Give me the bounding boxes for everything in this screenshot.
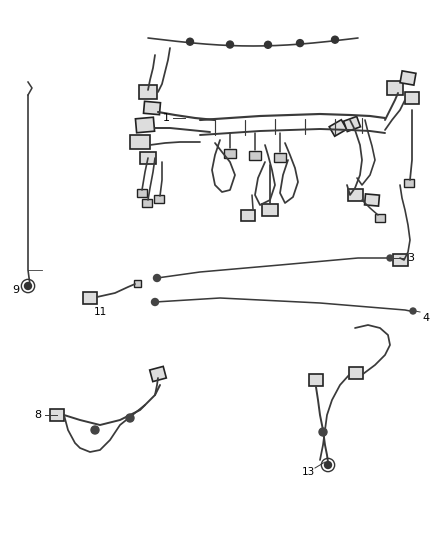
FancyBboxPatch shape — [241, 209, 255, 221]
FancyBboxPatch shape — [329, 120, 347, 136]
Bar — [137, 189, 147, 197]
Bar — [142, 199, 152, 207]
FancyBboxPatch shape — [140, 152, 156, 164]
FancyBboxPatch shape — [144, 101, 160, 115]
Circle shape — [91, 426, 99, 434]
Bar — [404, 179, 414, 187]
Bar — [154, 195, 164, 203]
Text: 9: 9 — [12, 285, 20, 295]
Text: 3: 3 — [407, 253, 414, 263]
FancyBboxPatch shape — [387, 81, 403, 95]
Circle shape — [126, 414, 134, 422]
FancyBboxPatch shape — [135, 117, 155, 133]
Circle shape — [187, 38, 194, 45]
FancyBboxPatch shape — [130, 135, 150, 149]
FancyBboxPatch shape — [405, 92, 419, 104]
Bar — [274, 152, 286, 161]
FancyBboxPatch shape — [83, 292, 97, 304]
FancyBboxPatch shape — [400, 71, 416, 85]
FancyBboxPatch shape — [347, 189, 363, 201]
FancyBboxPatch shape — [392, 254, 407, 266]
Text: 13: 13 — [301, 467, 314, 477]
Circle shape — [410, 308, 416, 314]
Circle shape — [265, 41, 272, 49]
FancyBboxPatch shape — [139, 85, 157, 99]
Circle shape — [387, 255, 393, 261]
FancyBboxPatch shape — [343, 116, 360, 132]
Circle shape — [152, 298, 159, 305]
Circle shape — [25, 282, 32, 289]
Circle shape — [325, 462, 332, 469]
FancyBboxPatch shape — [150, 366, 166, 382]
FancyBboxPatch shape — [349, 367, 363, 379]
Circle shape — [332, 36, 339, 43]
Bar — [134, 279, 141, 287]
Bar — [249, 150, 261, 159]
FancyBboxPatch shape — [364, 194, 379, 206]
Circle shape — [297, 39, 304, 46]
FancyBboxPatch shape — [262, 204, 278, 216]
FancyBboxPatch shape — [50, 409, 64, 421]
Circle shape — [226, 41, 233, 48]
Circle shape — [319, 428, 327, 436]
Text: 4: 4 — [422, 313, 429, 323]
Text: 8: 8 — [35, 410, 42, 420]
Bar — [375, 214, 385, 222]
FancyBboxPatch shape — [309, 374, 323, 386]
Text: 1: 1 — [163, 113, 170, 123]
Circle shape — [153, 274, 160, 281]
Bar — [224, 149, 236, 157]
Text: 11: 11 — [93, 307, 106, 317]
